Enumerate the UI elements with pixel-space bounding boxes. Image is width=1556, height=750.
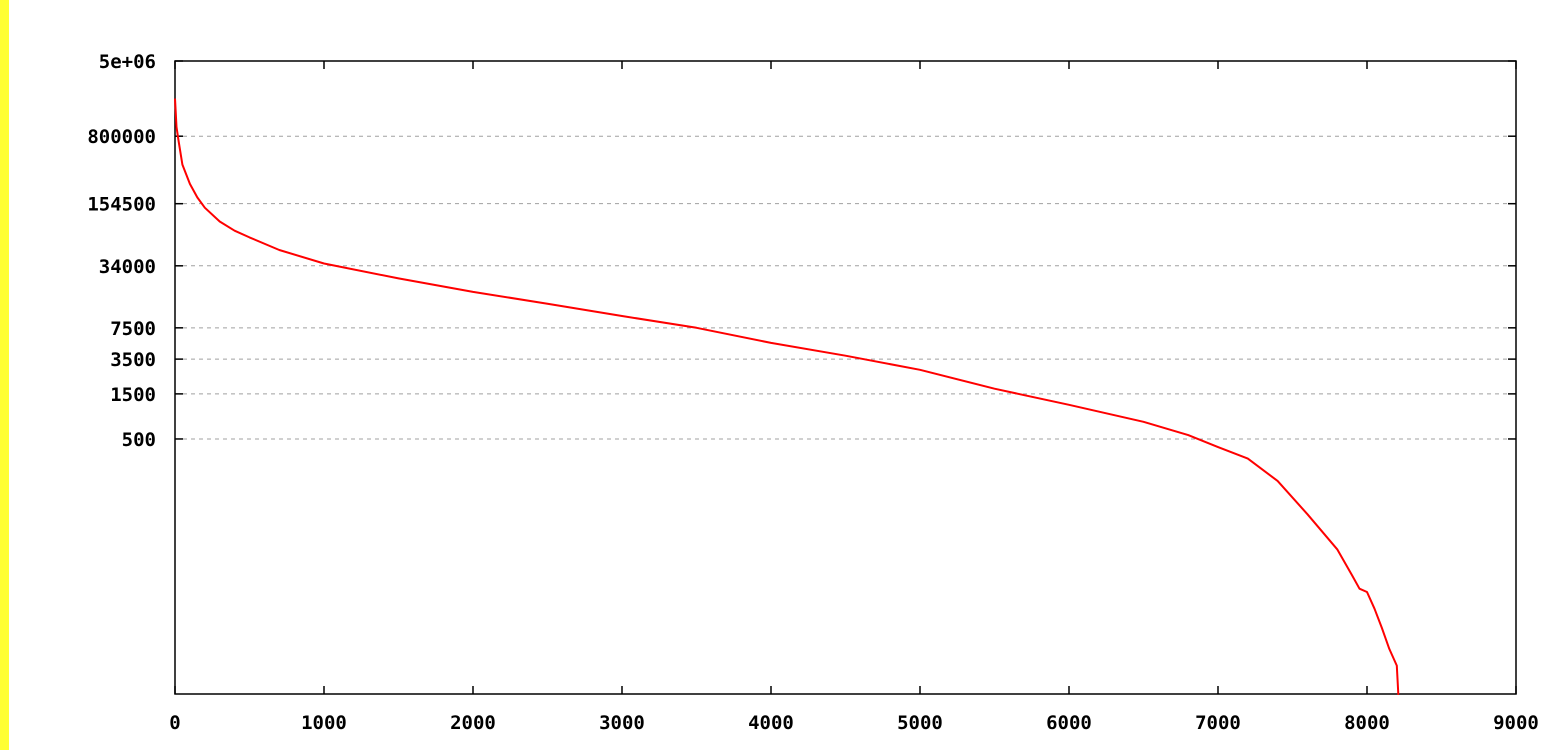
x-tick-label: 5000 [897,712,943,734]
plot-frame [174,60,1517,695]
y-tick-label: 34000 [99,256,156,278]
grid-lines [175,60,1516,440]
tick-labels: 500 1500 3500 7500 34000 154500 800000 5e+06 0 10… [87,51,1539,734]
x-tick-label: 7000 [1195,712,1241,734]
x-tick-label: 2000 [450,712,496,734]
x-tick-label: 1000 [301,712,347,734]
series-layer [174,98,1400,695]
x-tick-label: 6000 [1046,712,1092,734]
series-line-0 [174,98,1400,695]
y-tick-label: 800000 [87,126,156,148]
x-tick-label: 9000 [1493,712,1539,734]
plot-panel [9,0,1556,750]
x-tick-label: 4000 [748,712,794,734]
y-tick-label: 3500 [110,349,156,371]
x-tick-label: 0 [169,712,180,734]
y-tick-label: 1500 [110,384,156,406]
y-tick-label: 154500 [87,194,156,216]
y-tick-label: 5e+06 [99,51,156,73]
x-tick-label: 8000 [1344,712,1390,734]
axis-ticks [174,60,1517,694]
y-tick-label: 7500 [110,318,156,340]
y-tick-label: 500 [122,429,156,451]
x-tick-label: 3000 [599,712,645,734]
